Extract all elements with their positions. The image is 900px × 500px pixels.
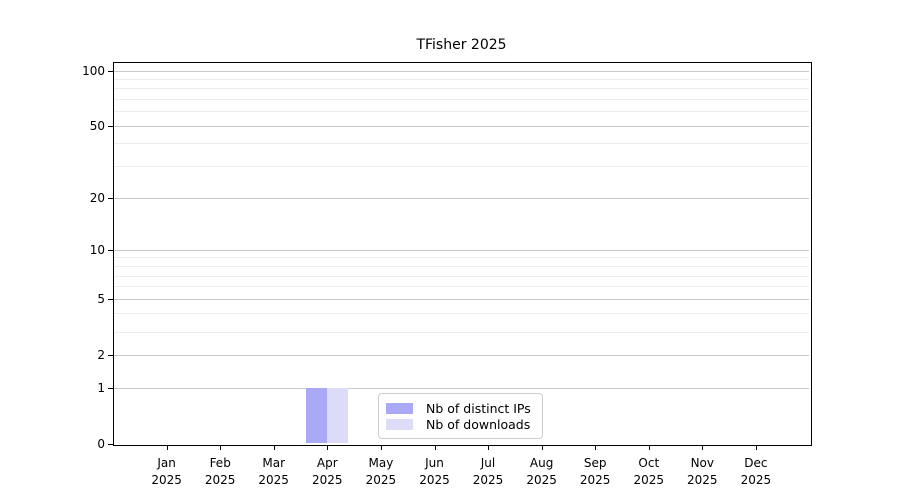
gridline-minor-80 — [114, 88, 809, 90]
gridline-minor-6 — [114, 286, 809, 288]
x-axis-tick-label: Dec 2025 — [740, 455, 772, 488]
x-axis-tick-label: Feb 2025 — [204, 455, 236, 488]
gridline-major-100 — [114, 70, 809, 72]
x-tick-mark-jul — [488, 444, 489, 450]
x-axis-tick-label: May 2025 — [365, 455, 397, 488]
y-axis-tick-label: 0 — [97, 436, 105, 451]
gridline-minor-7 — [114, 275, 809, 277]
gridline-major-10 — [114, 249, 809, 251]
gridline-major-20 — [114, 197, 809, 199]
gridline-minor-4 — [114, 313, 809, 315]
x-tick-mark-oct — [648, 444, 650, 450]
legend-swatch-downloads — [386, 419, 413, 431]
chart-title: TFisher 2025 — [416, 37, 507, 53]
y-tick-mark-10 — [108, 249, 113, 251]
x-axis-tick-label: Sep 2025 — [579, 455, 611, 488]
y-tick-mark-20 — [108, 197, 113, 199]
y-tick-mark-2 — [108, 354, 113, 356]
bar-distinct-ips-apr — [306, 387, 328, 443]
x-axis-tick-label: Apr 2025 — [312, 455, 343, 488]
legend-entry-downloads: Nb of downloads — [386, 417, 535, 434]
y-tick-mark-5 — [108, 298, 113, 300]
x-tick-mark-feb — [220, 444, 222, 450]
gridline-minor-3 — [114, 331, 809, 333]
x-tick-mark-aug — [541, 444, 543, 450]
legend-entry-distinct-ips: Nb of distinct IPs — [386, 400, 535, 417]
plot-area — [113, 61, 812, 446]
gridline-major-1 — [114, 387, 809, 389]
y-axis-tick-label: 2 — [97, 347, 105, 362]
y-axis-tick-label: 50 — [89, 118, 105, 133]
x-tick-mark-mar — [273, 444, 275, 450]
gridline-major-2 — [114, 354, 809, 356]
gridline-minor-8 — [114, 266, 809, 267]
y-axis-tick-label: 20 — [89, 190, 105, 205]
legend: Nb of distinct IPs Nb of downloads — [378, 393, 543, 439]
y-axis-tick-label: 10 — [89, 242, 105, 257]
y-tick-mark-0 — [108, 443, 113, 445]
y-axis-tick-label: 100 — [82, 63, 105, 78]
gridline-major-50 — [114, 125, 809, 127]
x-tick-mark-dec — [755, 444, 757, 450]
y-axis-tick-label: 1 — [97, 380, 105, 395]
y-tick-mark-50 — [108, 125, 113, 127]
x-axis-tick-label: Oct 2025 — [633, 455, 665, 488]
gridline-minor-90 — [114, 79, 809, 80]
x-tick-mark-sep — [595, 444, 597, 450]
x-tick-mark-jan — [166, 444, 168, 450]
x-tick-mark-nov — [702, 444, 704, 450]
y-tick-mark-1 — [108, 387, 113, 389]
y-axis-tick-label: 5 — [97, 291, 105, 306]
x-axis-tick-label: Aug 2025 — [526, 455, 557, 488]
legend-label-distinct-ips: Nb of distinct IPs — [426, 400, 531, 416]
x-axis-tick-label: Mar 2025 — [258, 455, 289, 488]
x-tick-mark-may — [380, 444, 382, 450]
x-tick-mark-apr — [327, 444, 329, 450]
gridline-minor-30 — [114, 166, 809, 167]
gridline-minor-70 — [114, 99, 809, 101]
y-tick-mark-100 — [108, 70, 113, 72]
bar-downloads-apr — [327, 387, 349, 443]
x-axis-tick-label: Jul 2025 — [472, 455, 504, 488]
x-axis-tick-label: Jan 2025 — [151, 455, 182, 488]
x-axis-tick-label: Jun 2025 — [419, 455, 450, 488]
gridline-minor-60 — [114, 111, 809, 113]
gridline-minor-40 — [114, 143, 809, 145]
gridline-minor-9 — [114, 257, 809, 259]
x-tick-mark-jun — [434, 444, 436, 450]
legend-label-downloads: Nb of downloads — [426, 417, 531, 433]
legend-swatch-distinct-ips — [386, 402, 413, 414]
gridline-major-5 — [114, 298, 809, 300]
x-axis-tick-label: Nov 2025 — [687, 455, 718, 488]
